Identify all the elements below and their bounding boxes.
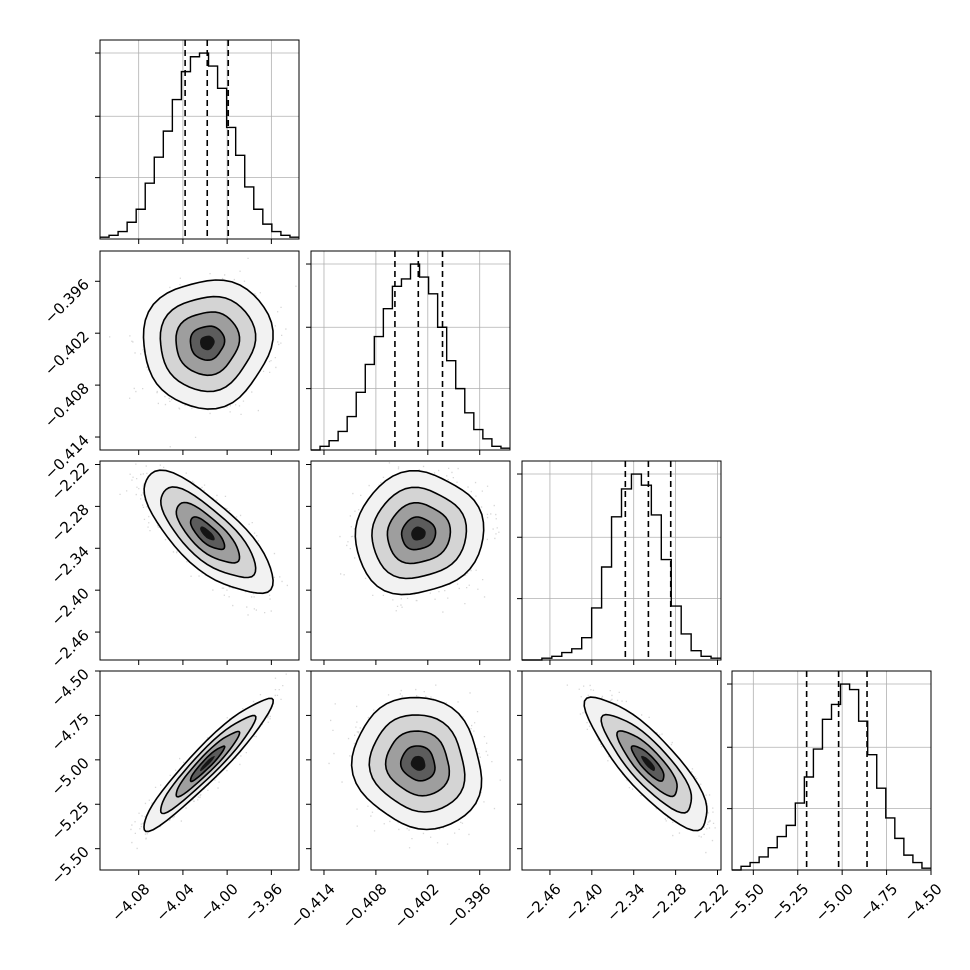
contour-line	[159, 486, 257, 579]
x-tick-label-4: −5.50	[723, 880, 768, 925]
panel-frame	[521, 670, 722, 871]
x-tick-label-3: −2.40	[561, 880, 606, 925]
x-tick-label-3: −2.34	[603, 880, 648, 925]
histogram-steps	[100, 52, 299, 238]
panel-content	[119, 461, 288, 616]
y-tick-label-2: −0.408	[41, 379, 93, 431]
contour-line	[159, 714, 257, 815]
contour-line	[175, 311, 241, 377]
x-tick-label-4: −5.25	[767, 880, 812, 925]
density-region	[410, 755, 426, 771]
contour-line	[583, 696, 708, 832]
contour-line	[175, 730, 241, 798]
contour-line	[143, 469, 274, 595]
x-tick-label-3: −2.22	[687, 880, 732, 925]
scatter-panel-2-3	[306, 460, 511, 665]
contour-line	[371, 486, 468, 580]
y-tick-label-3: −2.28	[48, 500, 93, 545]
panel-frame	[99, 460, 300, 661]
x-tick-label-2: −0.408	[339, 880, 391, 932]
x-tick-label-1: −4.04	[152, 880, 197, 925]
y-tick-label-4: −5.00	[48, 754, 93, 799]
histogram-steps	[522, 473, 721, 661]
contour-line	[159, 295, 257, 393]
histogram-panel-3	[517, 460, 722, 665]
histogram-steps	[311, 263, 510, 451]
panel-frame	[310, 460, 511, 661]
histogram-panel-2	[306, 250, 511, 455]
density-region	[200, 526, 215, 541]
x-tick-label-1: −3.96	[241, 880, 286, 925]
contour-line	[616, 730, 678, 798]
y-tick-label-4: −4.50	[48, 665, 93, 710]
panel-frame	[99, 670, 300, 871]
x-tick-label-4: −4.75	[856, 880, 901, 925]
histogram-panel-4	[727, 670, 932, 875]
x-tick-label-2: −0.402	[391, 880, 443, 932]
density-region	[641, 755, 655, 771]
density-region	[200, 756, 215, 772]
histogram-steps	[732, 683, 931, 871]
contour-line	[189, 745, 226, 783]
x-tick-label-3: −2.28	[645, 880, 690, 925]
y-tick-label-3: −2.34	[48, 542, 93, 587]
contour-line	[142, 279, 274, 410]
scatter-panel-1-3	[95, 460, 300, 665]
contour-line	[400, 516, 437, 551]
y-tick-label-4: −5.50	[48, 843, 93, 888]
histogram-panel-1	[95, 39, 300, 244]
scatter-panel-1-2	[95, 250, 300, 455]
x-tick-label-4: −4.50	[901, 880, 946, 925]
y-tick-label-2: −0.402	[41, 327, 93, 379]
contour-line	[143, 697, 275, 833]
panel-frame	[731, 670, 932, 871]
panel-frame	[310, 250, 511, 451]
density-region	[411, 526, 426, 541]
contour-line	[175, 501, 241, 564]
y-tick-label-2: −0.396	[41, 275, 93, 327]
y-tick-label-4: −5.25	[48, 798, 93, 843]
scatter-panel-2-4	[306, 670, 511, 875]
contour-line	[189, 516, 226, 551]
x-tick-label-2: −0.396	[442, 880, 494, 932]
x-tick-label-3: −2.46	[519, 880, 564, 925]
x-tick-label-4: −5.00	[812, 880, 857, 925]
y-tick-label-4: −4.75	[48, 710, 93, 755]
panel-background	[732, 671, 931, 870]
panel-content	[109, 257, 297, 448]
contour-line	[600, 713, 693, 814]
x-tick-label-1: −4.00	[197, 880, 242, 925]
contour-line	[399, 745, 436, 782]
scatter-panel-3-4	[517, 670, 722, 875]
panel-frame	[99, 39, 300, 240]
contour-line	[354, 470, 485, 596]
panel-background	[100, 40, 299, 239]
y-tick-label-3: −2.40	[48, 584, 93, 629]
panel-content	[130, 673, 287, 850]
contour-line	[189, 325, 226, 362]
density-region	[200, 335, 215, 351]
panel-content	[328, 684, 501, 849]
x-tick-label-2: −0.414	[287, 880, 339, 932]
contour-line	[368, 714, 466, 813]
panel-frame	[521, 460, 722, 661]
panel-content	[339, 461, 500, 613]
y-tick-label-3: −2.46	[48, 626, 93, 671]
x-tick-label-1: −4.08	[108, 880, 153, 925]
contour-line	[350, 696, 483, 831]
contour-line	[386, 502, 452, 565]
panel-content	[566, 684, 716, 854]
scatter-points	[566, 684, 716, 854]
panel-frame	[310, 670, 511, 871]
scatter-panel-1-4	[95, 670, 300, 875]
contour-line	[630, 745, 665, 782]
panel-frame	[99, 250, 300, 451]
contour-line	[384, 730, 451, 797]
panel-background	[311, 251, 510, 450]
